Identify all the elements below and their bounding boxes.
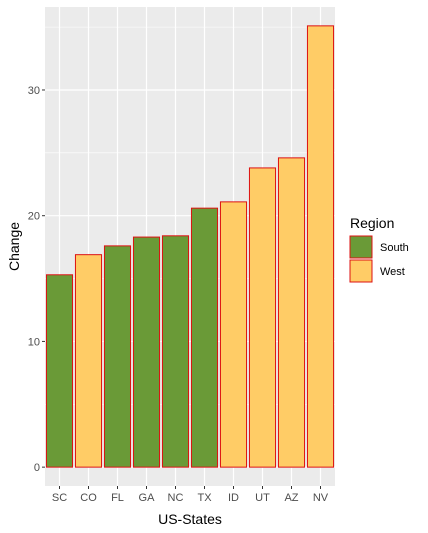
legend: Region South West xyxy=(349,215,409,283)
y-axis-title: Change xyxy=(6,222,22,271)
x-tick-label: ID xyxy=(228,492,239,504)
x-tick-label: NV xyxy=(313,492,329,504)
y-tick-label: 10 xyxy=(28,336,40,348)
x-tick-label: AZ xyxy=(284,492,298,504)
legend-title: Region xyxy=(350,215,394,231)
bar-az xyxy=(277,157,306,468)
x-tick-label: GA xyxy=(139,492,156,504)
y-tick-label: 20 xyxy=(28,211,40,223)
bar-tx xyxy=(190,207,219,468)
legend-label-west: West xyxy=(380,266,405,278)
x-axis: SC CO FL GA NC TX ID UT AZ NV xyxy=(52,486,329,504)
bar-co xyxy=(74,254,103,468)
legend-label-south: South xyxy=(380,242,409,254)
bar-ut xyxy=(248,167,277,468)
y-tick-label: 30 xyxy=(28,85,40,97)
bars xyxy=(45,25,335,468)
x-axis-title: US-States xyxy=(158,511,222,527)
x-tick-label: FL xyxy=(111,492,124,504)
x-tick-label: UT xyxy=(255,492,270,504)
legend-key-south xyxy=(349,235,373,259)
x-tick-label: SC xyxy=(52,492,67,504)
bar-ga xyxy=(132,236,161,468)
bar-fl xyxy=(103,245,132,468)
x-tick-label: CO xyxy=(80,492,97,504)
x-tick-label: TX xyxy=(197,492,212,504)
bar-nc xyxy=(161,235,190,468)
legend-key-west xyxy=(349,259,373,283)
bar-sc xyxy=(45,274,74,468)
y-axis: 0 10 20 30 xyxy=(28,85,45,474)
x-tick-label: NC xyxy=(168,492,184,504)
y-tick-label: 0 xyxy=(34,462,40,474)
bar-nv xyxy=(306,25,335,468)
bar-id xyxy=(219,201,248,468)
